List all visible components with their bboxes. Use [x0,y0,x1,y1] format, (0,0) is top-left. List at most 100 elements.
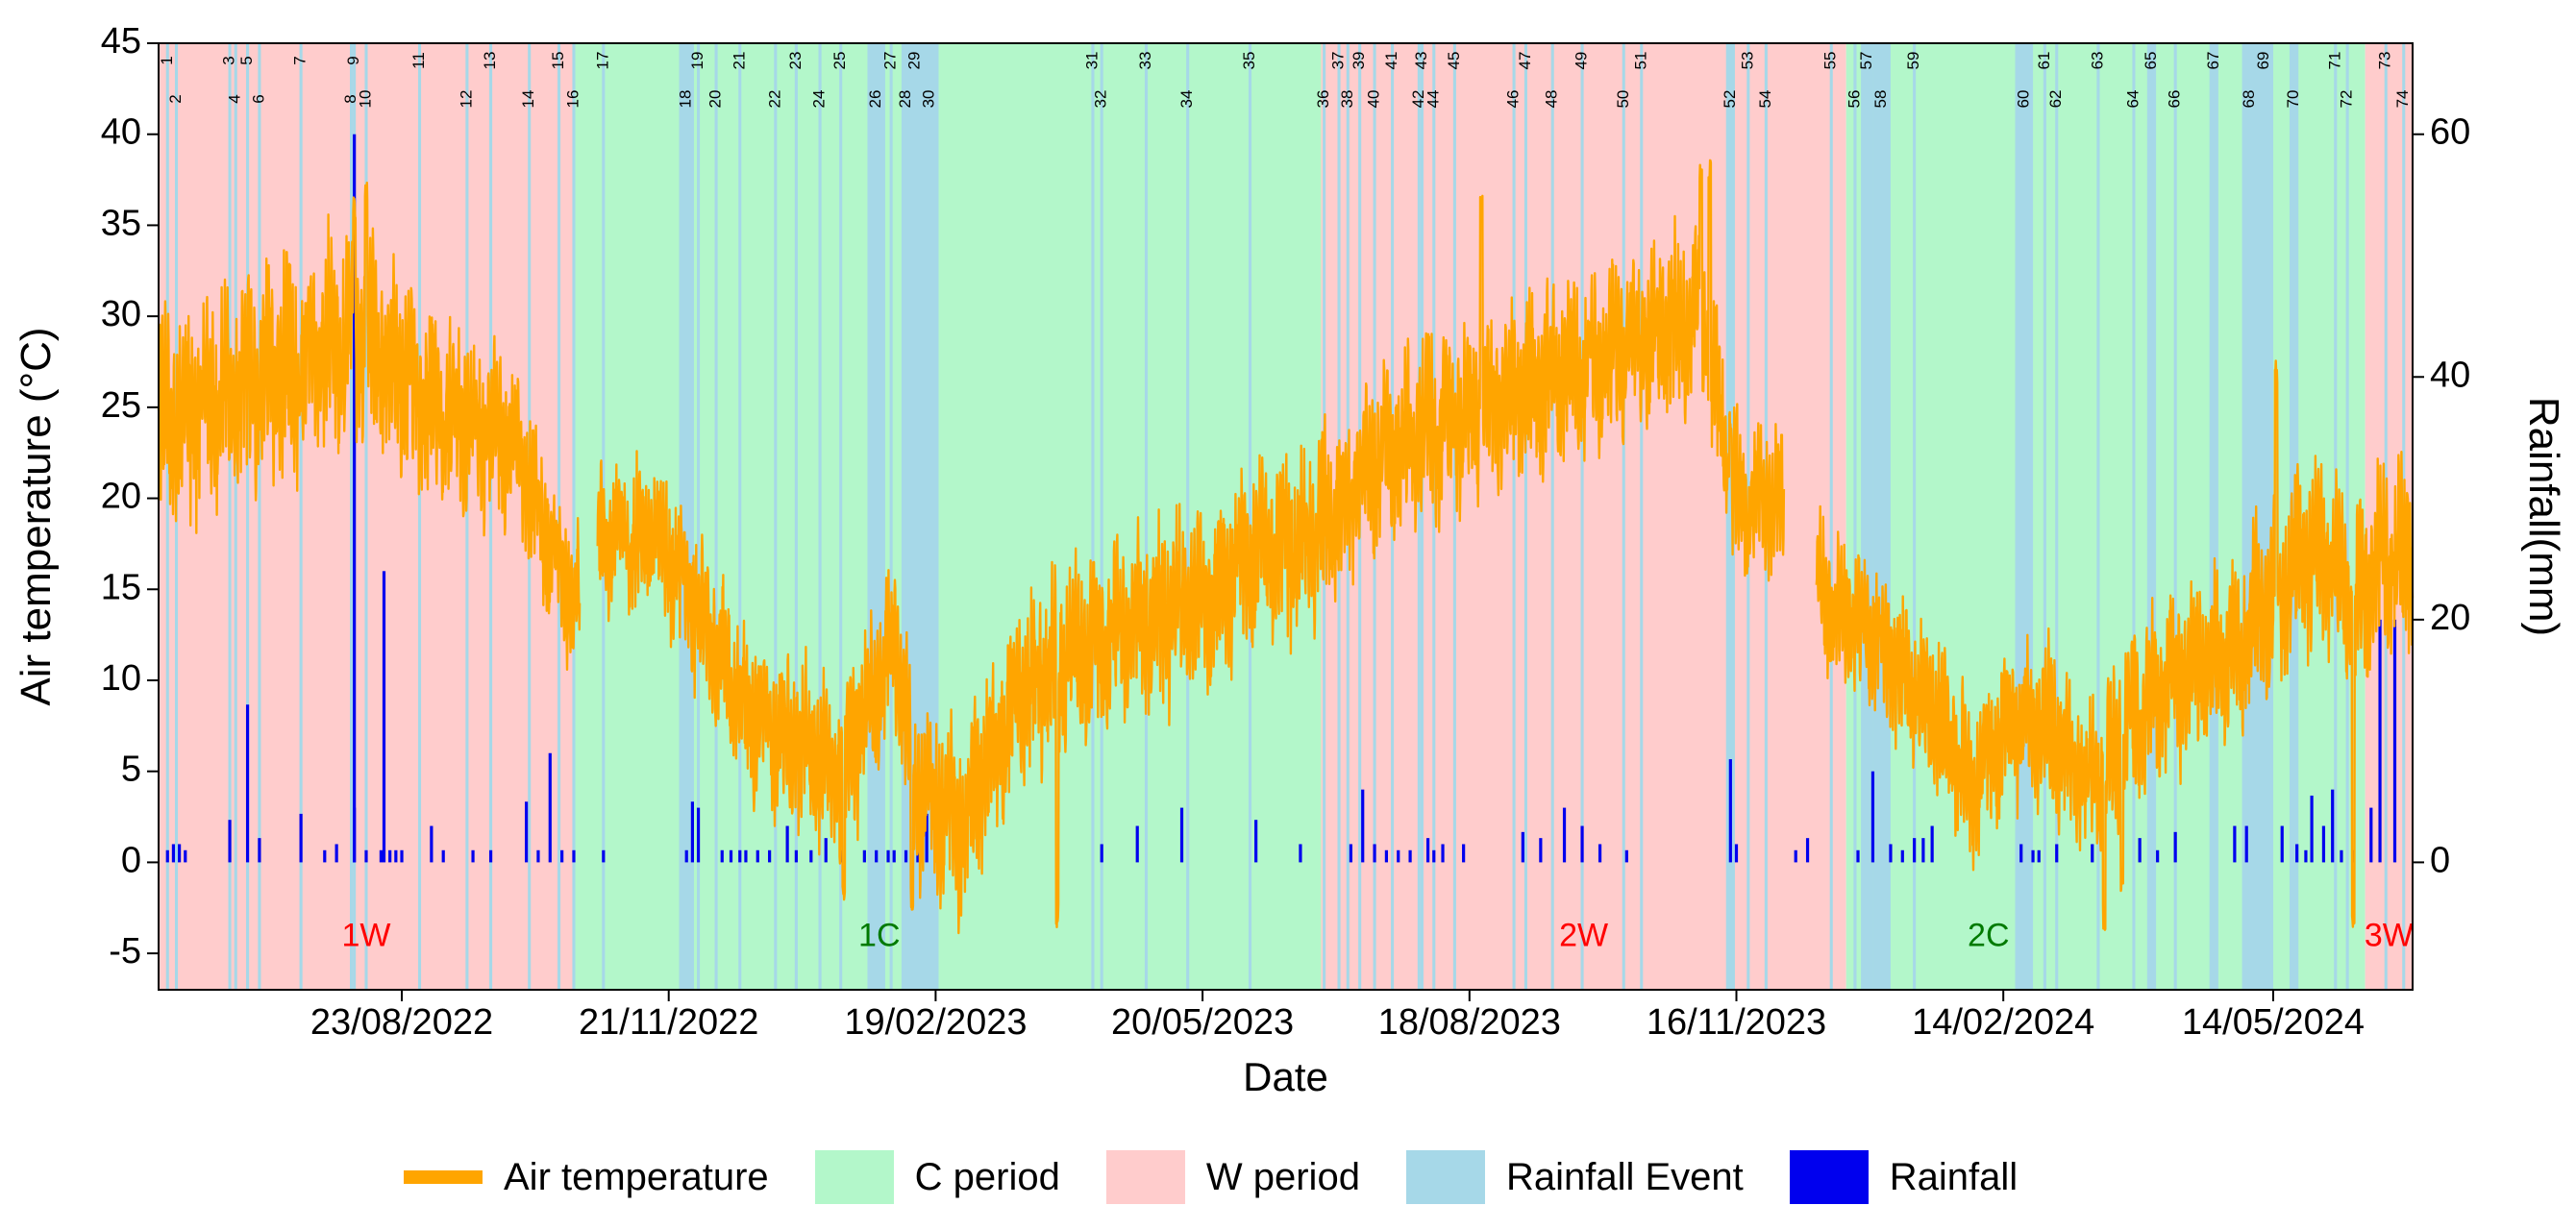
rainfall-bar [2037,849,2041,863]
y-right-tick-label: 60 [2430,112,2470,153]
rainfall-event-band [1580,43,1584,990]
rainfall-bar [2138,838,2142,863]
rainfall-event-band [246,43,250,990]
rainfall-event-band [2015,43,2034,990]
legend-item-air-temperature: Air temperature [404,1156,769,1199]
legend-label: W period [1205,1155,1360,1198]
rainfall-event-band [364,43,368,990]
y-right-tick-label: 20 [2430,598,2470,638]
rainfall-bar [2280,825,2284,863]
event-number-label: 33 [1136,52,1154,70]
rainfall-event-band [714,43,718,990]
rainfall-bar [1349,844,1352,863]
x-tick-label: 14/05/2024 [2182,1002,2365,1043]
rainfall-event-band [2242,43,2258,990]
event-number-label: 12 [457,90,475,109]
rainfall-bar [875,849,879,863]
rainfall-event-band [889,43,893,990]
y-left-tick-label: 30 [101,294,141,334]
event-number-label: 2 [166,94,185,103]
temperature-line [157,182,582,671]
event-number-label: 43 [1412,52,1430,70]
rainfall-event-band [1853,43,1857,990]
legend-item-c-period: C period [814,1150,1060,1204]
rainfall-event-band [679,43,694,990]
legend-swatch-c-period [814,1150,894,1204]
rainfall-bar [2173,831,2177,863]
rainfall-bar [824,838,828,863]
rainfall-bar [1900,849,1904,863]
rainfall-bar [2378,619,2382,863]
rainfall-event-band [1872,43,1891,990]
period-label-1W: 1W [341,918,390,954]
rainfall-event-band [738,43,742,990]
rainfall-bar [364,849,368,863]
rainfall-bar [886,849,890,863]
rainfall-event-band [1417,43,1421,990]
rainfall-event-band [1725,43,1735,990]
rainfall-event-band [1452,43,1456,990]
rainfall-bar [379,849,384,863]
rainfall-bar [1408,849,1412,863]
event-number-label: 9 [344,56,362,64]
rainfall-event-band [867,43,885,990]
rainfall-bar [1397,849,1400,863]
event-number-label: 10 [356,90,374,109]
rainfall-bar [1135,825,1139,863]
rainfall-bar [2055,844,2059,863]
x-tick-label: 19/02/2023 [844,1002,1027,1043]
rainfall-bar [1728,759,1732,863]
rainfall-bar [1580,825,1584,863]
rainfall-bar [2392,619,2397,863]
rainfall-bar [892,849,896,863]
y-left-tick-label: 25 [101,385,141,426]
y-axis-left-title: Air temperature (°C) [12,327,60,705]
event-number-label: 55 [1821,52,1840,70]
rainfall-bar [2019,844,2023,863]
rainfall-bar [536,849,540,863]
rainfall-bar [548,752,552,863]
event-number-label: 53 [1738,51,1756,69]
rainfall-bar [794,849,798,863]
rainfall-bar [471,849,475,863]
rainfall-event-band [417,43,422,990]
event-number-label: 38 [1338,90,1356,109]
rainfall-bar [1856,849,1860,863]
event-number-label: 31 [1082,51,1101,69]
rainfall-event-band [1622,43,1625,990]
rainfall-bar [1373,844,1376,863]
legend-swatch-rainfall-event [1405,1150,1485,1204]
y-left-tick-label: 0 [121,840,141,880]
rainfall-bar [382,571,386,863]
y-right-tick-label: 0 [2430,840,2450,880]
event-number-label: 69 [2254,52,2272,70]
event-number-label: 40 [1365,90,1383,109]
legend-label: Rainfall Event [1505,1155,1744,1198]
event-number-label: 3 [220,56,238,64]
rainfall-event-band [299,43,303,990]
legend-item-w-period: W period [1105,1150,1360,1204]
rainfall-bar [1930,825,1934,863]
event-number-label: 41 [1382,52,1400,70]
rainfall-event-band [1091,43,1095,990]
rainfall-bar [696,807,701,863]
rainfall-bar [720,849,724,863]
rainfall-event-band [1861,43,1873,990]
rainfall-event-band [572,43,576,990]
rainfall-bar [1805,838,1810,863]
rainfall-bar [690,801,694,863]
event-number-label: 61 [2035,52,2053,70]
event-number-label: 46 [1504,90,1523,109]
event-number-label: 8 [341,94,359,103]
rainfall-bar [441,849,445,863]
event-number-label: 63 [2088,52,2106,70]
rainfall-bar [572,849,576,863]
rainfall-bar [1913,838,1917,863]
rainfall-event-band [258,43,261,990]
rainfall-bar [165,849,169,863]
event-number-label: 67 [2204,52,2222,70]
rainfall-bar [1870,771,1875,863]
rainfall-event-band [1432,43,1436,990]
rainfall-bar [1889,844,1893,863]
event-number-label: 42 [1409,89,1427,108]
